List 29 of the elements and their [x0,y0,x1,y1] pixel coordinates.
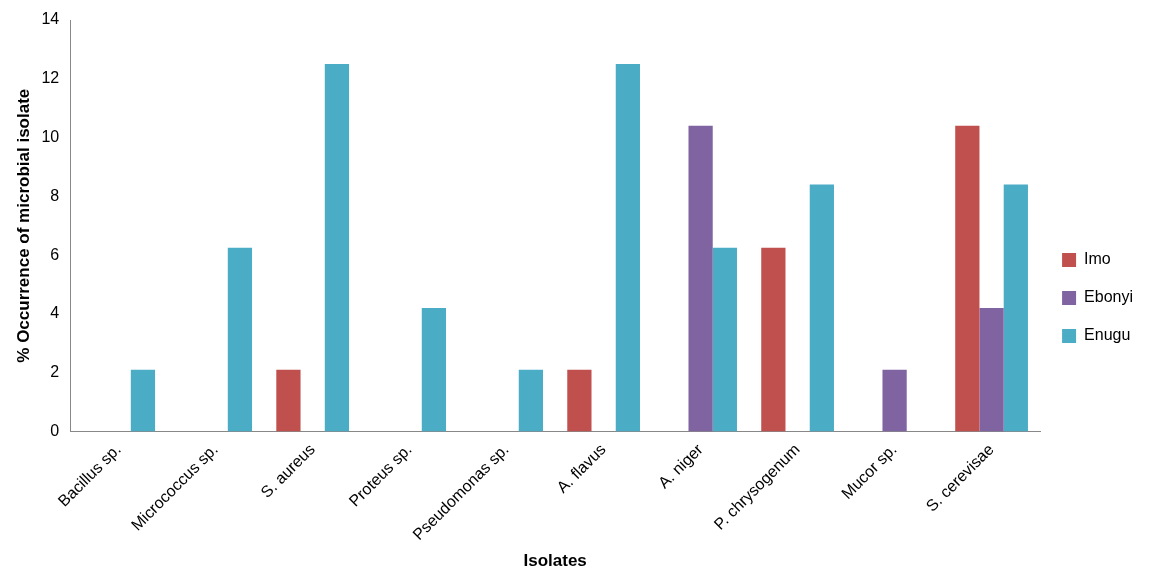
bar [615,64,640,432]
y-tick-label: 0 [50,421,60,439]
bar [324,64,350,432]
y-tick-label: 10 [41,127,60,145]
bar [276,369,301,432]
legend-label: Enugu [1084,326,1131,344]
bar [809,184,834,432]
y-tick-label: 8 [50,186,60,204]
y-axis-title: % Occurrence of microbial isolate [13,88,33,363]
bar [130,369,156,432]
y-tick-label: 4 [50,304,60,322]
bar [712,247,737,432]
bar [567,369,592,432]
bar [688,125,713,432]
bar [518,369,544,432]
legend-label: Imo [1084,250,1111,268]
legend-label: Ebonyi [1084,288,1133,306]
y-tick-label: 6 [50,245,60,263]
bar [1003,184,1028,432]
bar [955,125,980,432]
bar [421,308,447,432]
y-tick-label: 14 [41,10,60,28]
y-tick-label: 12 [41,69,60,87]
y-tick-label: 2 [50,363,60,381]
bar [227,247,253,432]
x-axis-title: Isolates [523,551,587,571]
bar [761,247,786,432]
bar [979,308,1004,432]
bar [882,369,907,432]
